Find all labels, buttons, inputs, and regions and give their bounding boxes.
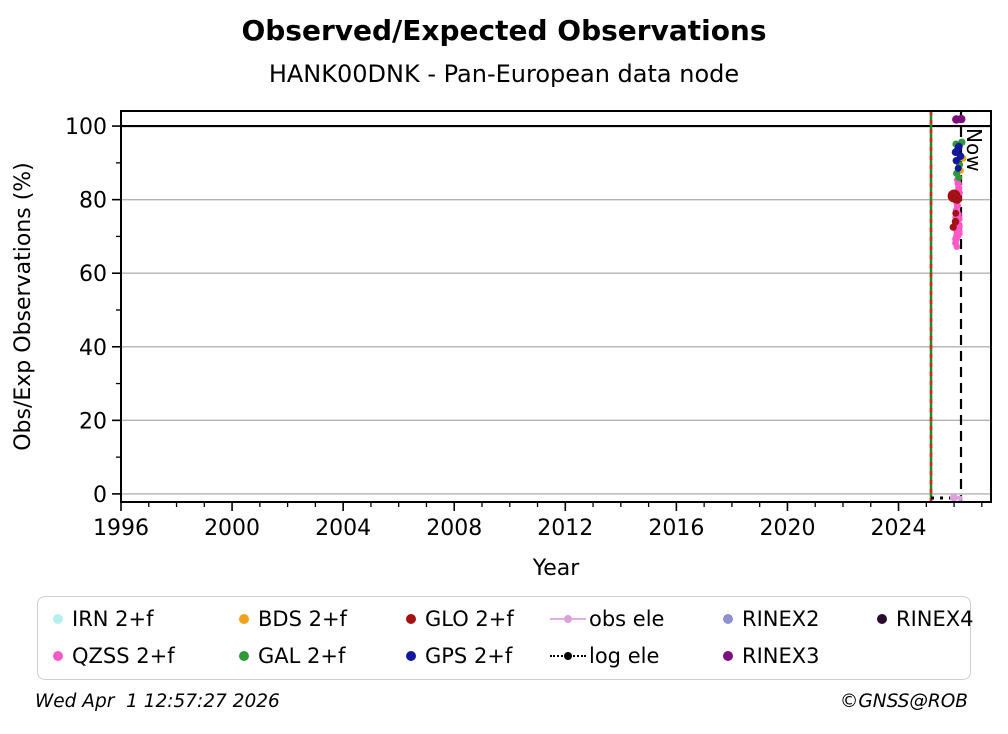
x-tick-label: 2020 xyxy=(759,516,815,541)
gps-2+f-marker-icon xyxy=(406,651,416,661)
timestamp: Wed Apr 1 12:57:27 2026 xyxy=(35,691,280,712)
x-tick-label: 2012 xyxy=(537,516,593,541)
legend-label: log ele xyxy=(589,644,660,668)
legend-label: GLO 2+f xyxy=(425,607,514,631)
rinex3-marker-icon xyxy=(723,651,733,661)
y-axis-label: Obs/Exp Observations (%) xyxy=(11,162,36,451)
x-axis-label: Year xyxy=(532,556,581,581)
y-tick-label: 0 xyxy=(93,483,107,508)
copyright: ©GNSS@ROB xyxy=(839,691,968,712)
data-point xyxy=(949,493,958,502)
legend-label: BDS 2+f xyxy=(258,607,347,631)
rinex2-marker-icon xyxy=(723,614,733,624)
x-tick-label: 2000 xyxy=(204,516,260,541)
legend-item-qzss-2+f: QZSS 2+f xyxy=(40,644,175,668)
x-tick-label: 2004 xyxy=(315,516,371,541)
data-point xyxy=(949,223,957,231)
chart-subtitle: HANK00DNK - Pan-European data node xyxy=(268,60,740,88)
legend-label: GPS 2+f xyxy=(425,644,513,668)
legend-item-gal-2+f: GAL 2+f xyxy=(226,644,345,668)
data-point xyxy=(952,157,960,165)
glo-2+f-marker-icon xyxy=(406,614,416,624)
x-tick-label: 2024 xyxy=(871,516,927,541)
qzss-2+f-marker-icon xyxy=(53,651,63,661)
legend-item-log-ele: log ele xyxy=(550,644,659,668)
data-point xyxy=(957,114,966,124)
gal-2+f-marker-icon xyxy=(239,651,249,661)
data-point xyxy=(954,164,962,172)
data-point xyxy=(951,217,960,226)
irn-2+f-marker-icon xyxy=(53,614,63,624)
x-tick-label: 2016 xyxy=(648,516,704,541)
obs-ele-line-marker-icon xyxy=(550,613,586,625)
legend-label: obs ele xyxy=(589,607,665,631)
data-point xyxy=(955,174,963,182)
bds-2+f-marker-icon xyxy=(239,614,249,624)
y-tick-label: 60 xyxy=(79,262,107,287)
y-tick-label: 80 xyxy=(79,189,107,214)
now-label: Now xyxy=(962,128,986,172)
legend-item-rinex4: RINEX4 xyxy=(864,607,974,631)
x-tick-label: 2008 xyxy=(426,516,482,541)
scatter-series-glo-2+f xyxy=(947,189,963,231)
legend-item-obs-ele: obs ele xyxy=(550,607,664,631)
legend-item-rinex2: RINEX2 xyxy=(710,607,820,631)
legend-label: IRN 2+f xyxy=(72,607,154,631)
legend-item-irn-2+f: IRN 2+f xyxy=(40,607,154,631)
data-point xyxy=(953,146,962,154)
x-tick-label: 1996 xyxy=(93,516,149,541)
data-point xyxy=(953,243,960,250)
y-tick-label: 100 xyxy=(65,115,107,140)
plot-area: 1996 2000 2004 2008 2012 2016 2020 2024 0 20 40 60 8… xyxy=(11,110,992,581)
y-tick-label: 40 xyxy=(79,336,107,361)
legend-item-glo-2+f: GLO 2+f xyxy=(393,607,514,631)
data-point xyxy=(952,209,960,217)
log-ele-line-marker-icon xyxy=(550,650,586,662)
legend: IRN 2+f BDS 2+f GLO 2+f obs ele RINEX2 RINEX4… xyxy=(37,596,974,680)
legend-item-bds-2+f: BDS 2+f xyxy=(226,607,347,631)
legend-label: GAL 2+f xyxy=(258,644,346,668)
scatter-series-obs-ele xyxy=(949,493,963,502)
scatter-series-rinex3 xyxy=(952,114,966,124)
legend-label: RINEX2 xyxy=(742,607,820,631)
legend-item-rinex3: RINEX3 xyxy=(710,644,820,668)
legend-label: RINEX4 xyxy=(896,607,974,631)
scatter-series-gps-2+f xyxy=(951,142,965,172)
legend-label: QZSS 2+f xyxy=(72,644,175,668)
y-tick-label: 20 xyxy=(79,409,107,434)
data-point xyxy=(957,495,963,502)
data-point xyxy=(952,193,963,204)
legend-item-gps-2+f: GPS 2+f xyxy=(393,644,512,668)
legend-label: RINEX3 xyxy=(742,644,820,668)
chart-title: Observed/Expected Observations xyxy=(241,14,767,47)
plot-frame xyxy=(120,110,992,503)
rinex4-marker-icon xyxy=(877,614,887,624)
